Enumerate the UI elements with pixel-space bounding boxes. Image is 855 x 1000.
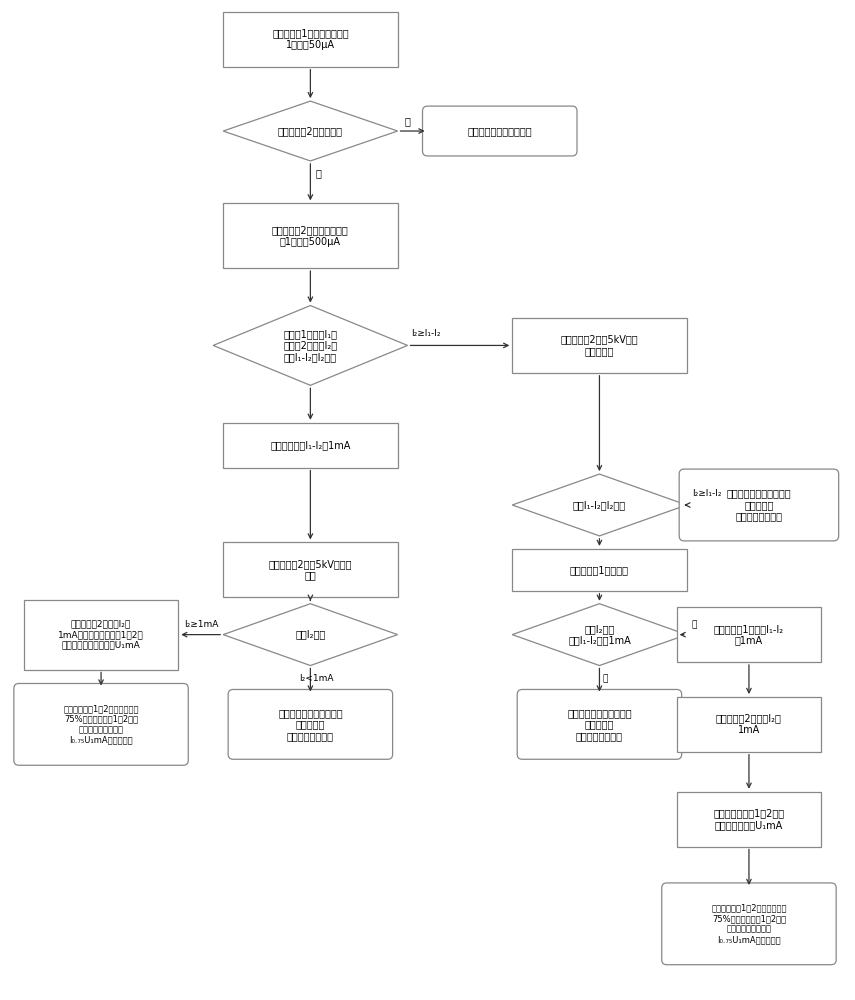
FancyBboxPatch shape xyxy=(512,549,687,591)
FancyBboxPatch shape xyxy=(662,883,836,965)
Text: 直流发生器1升压至I₁-I₂
为1mA: 直流发生器1升压至I₁-I₂ 为1mA xyxy=(714,624,784,645)
FancyBboxPatch shape xyxy=(676,697,821,752)
Text: 否: 否 xyxy=(404,116,410,126)
Text: 直流发生器2输出5kV正极性
高压: 直流发生器2输出5kV正极性 高压 xyxy=(268,559,352,581)
FancyBboxPatch shape xyxy=(422,106,577,156)
Polygon shape xyxy=(223,101,398,161)
FancyBboxPatch shape xyxy=(228,689,392,759)
Text: 启动断线保护，停止加压: 启动断线保护，停止加压 xyxy=(468,126,532,136)
Text: 超出仪器电压补偿范围，
停止加压，
拆除引线进行试验: 超出仪器电压补偿范围， 停止加压， 拆除引线进行试验 xyxy=(727,488,791,522)
FancyBboxPatch shape xyxy=(517,689,681,759)
FancyBboxPatch shape xyxy=(676,792,821,847)
FancyBboxPatch shape xyxy=(676,607,821,662)
FancyBboxPatch shape xyxy=(223,12,398,67)
Text: 直流发生器1预加压至微安表
1读数为50μA: 直流发生器1预加压至微安表 1读数为50μA xyxy=(272,28,349,50)
FancyBboxPatch shape xyxy=(679,469,839,541)
Text: I₂≥I₁-I₂: I₂≥I₁-I₂ xyxy=(692,489,721,498)
Text: 继续升压直至I₁-I₂为1mA: 继续升压直至I₁-I₂为1mA xyxy=(270,440,351,450)
Text: 是: 是 xyxy=(603,674,608,683)
FancyBboxPatch shape xyxy=(223,203,398,268)
Text: 直流发生器2继续升压至微安
表1读数为500μA: 直流发生器2继续升压至微安 表1读数为500μA xyxy=(272,225,349,247)
Polygon shape xyxy=(512,474,687,536)
Text: 将直流发生器1、2输出电压降至
75%，根据微安表1、2读数
计算上下两节避雷器
I₀.₇₅U₁mA，试验结束: 将直流发生器1、2输出电压降至 75%，根据微安表1、2读数 计算上下两节避雷器… xyxy=(711,904,787,944)
Text: 微安表1读数为I₁，
微安表2读数为I₂，
计算I₁-I₂与I₂大小: 微安表1读数为I₁， 微安表2读数为I₂， 计算I₁-I₂与I₂大小 xyxy=(283,329,338,362)
Text: 超出仪器电压补偿范围，
停止加压，
拆除引线进行试验: 超出仪器电压补偿范围， 停止加压， 拆除引线进行试验 xyxy=(278,708,343,741)
Text: 检测微安表2是否有读数: 检测微安表2是否有读数 xyxy=(278,126,343,136)
Text: 是: 是 xyxy=(315,168,321,178)
Text: 直流发生器2输出5kV负极
性直流高压: 直流发生器2输出5kV负极 性直流高压 xyxy=(561,335,638,356)
FancyBboxPatch shape xyxy=(223,423,398,468)
Text: I₂≥1mA: I₂≥1mA xyxy=(184,620,218,629)
Polygon shape xyxy=(213,306,408,385)
FancyBboxPatch shape xyxy=(223,542,398,597)
Text: 直流发生器2降压至I₂为
1mA，根据直流发生器1、2读
数计算上下两节避雷器U₁mA: 直流发生器2降压至I₂为 1mA，根据直流发生器1、2读 数计算上下两节避雷器U… xyxy=(58,620,144,650)
FancyBboxPatch shape xyxy=(512,318,687,373)
Text: 直流发生器1继续升压: 直流发生器1继续升压 xyxy=(570,565,629,575)
FancyBboxPatch shape xyxy=(24,600,179,670)
Text: 比较I₁-I₂与I₂大小: 比较I₁-I₂与I₂大小 xyxy=(573,500,626,510)
Text: 否: 否 xyxy=(692,620,697,629)
Text: 判定I₂大小: 判定I₂大小 xyxy=(295,630,326,640)
FancyBboxPatch shape xyxy=(14,683,188,765)
Text: I₂<1mA: I₂<1mA xyxy=(299,674,333,683)
Text: 将直流发生器1、2输出电压降至
75%，根据微安表1、2读数
计算上下两节避雷器
I₀.₇₅U₁mA，试验结束: 将直流发生器1、2输出电压降至 75%，根据微安表1、2读数 计算上下两节避雷器… xyxy=(63,704,139,744)
Text: 检测I₂是否
先于I₁-I₂达到1mA: 检测I₂是否 先于I₁-I₂达到1mA xyxy=(568,624,631,645)
Text: 直流发生器2降压至I₂为
1mA: 直流发生器2降压至I₂为 1mA xyxy=(716,714,781,735)
Polygon shape xyxy=(512,604,687,666)
Text: 超出仪器电压补偿范围，
停止加压，
拆除引线进行试验: 超出仪器电压补偿范围， 停止加压， 拆除引线进行试验 xyxy=(567,708,632,741)
Text: 根据直流发生器1、2计算
上下两节避雷器U₁mA: 根据直流发生器1、2计算 上下两节避雷器U₁mA xyxy=(713,808,785,830)
Polygon shape xyxy=(223,604,398,666)
Text: I₂≥I₁-I₂: I₂≥I₁-I₂ xyxy=(411,329,441,338)
